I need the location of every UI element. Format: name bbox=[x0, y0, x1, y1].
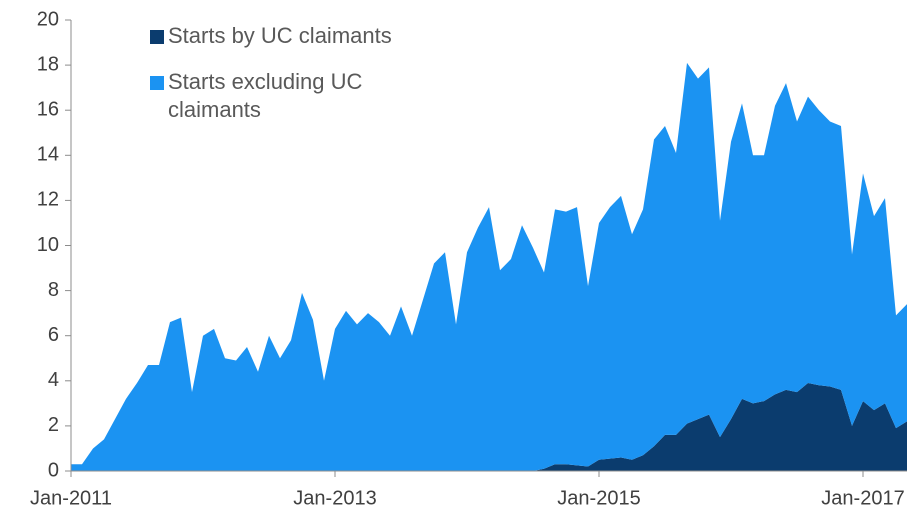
area bbox=[71, 383, 907, 471]
x-tick-label: Jan-2017 bbox=[821, 487, 904, 509]
y-tick-label: 20 bbox=[37, 8, 59, 30]
y-tick-label: 16 bbox=[37, 98, 59, 120]
y-tick-label: 4 bbox=[48, 369, 59, 391]
x-tick-label: Jan-2015 bbox=[557, 487, 640, 509]
y-tick-label: 6 bbox=[48, 324, 59, 346]
y-tick-label: 10 bbox=[37, 234, 59, 256]
legend-label: Starts excluding UC claimants bbox=[168, 69, 363, 122]
x-tick-label: Jan-2011 bbox=[30, 487, 112, 509]
y-tick-label: 18 bbox=[37, 53, 59, 75]
legend-item: Starts by UC claimants bbox=[150, 22, 430, 50]
y-tick-label: 14 bbox=[37, 144, 59, 166]
y-tick-label: 2 bbox=[48, 414, 59, 436]
legend-swatch bbox=[150, 76, 164, 90]
y-tick-label: 0 bbox=[48, 459, 59, 481]
y-tick-label: 8 bbox=[48, 279, 59, 301]
legend-item: Starts excluding UC claimants bbox=[150, 68, 430, 124]
legend-swatch bbox=[150, 30, 164, 44]
legend-label: Starts by UC claimants bbox=[168, 23, 392, 48]
legend: Starts by UC claimants Starts excluding … bbox=[150, 22, 430, 142]
y-tick-label: 12 bbox=[37, 189, 59, 211]
area bbox=[71, 62, 907, 471]
x-tick-label: Jan-2013 bbox=[293, 487, 376, 509]
